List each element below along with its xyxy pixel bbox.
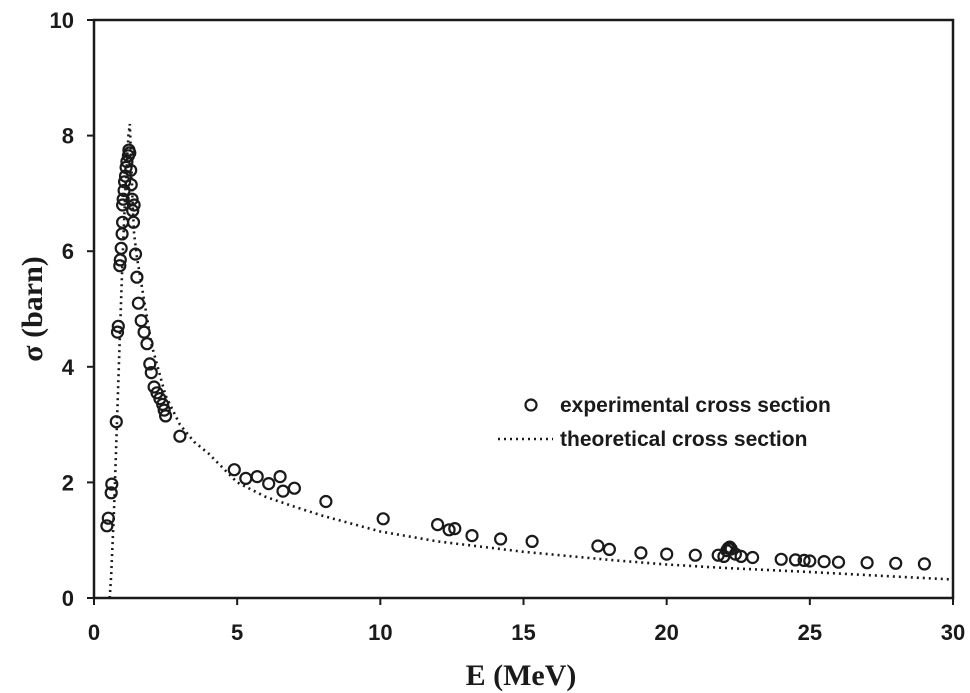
experimental-point <box>110 325 125 339</box>
y-tick-label: 4 <box>62 355 75 380</box>
experimental-point <box>156 397 170 411</box>
experimental-point <box>889 556 903 570</box>
experimental-point <box>745 550 760 565</box>
legend-label-theoretical: theoretical cross section <box>560 428 807 451</box>
x-tick-label: 15 <box>511 620 535 645</box>
x-tick-label: 30 <box>941 620 965 645</box>
experimental-point <box>157 403 171 417</box>
experimental-point <box>525 534 539 549</box>
experimental-point <box>803 554 817 568</box>
x-axis-title: E (MeV) <box>466 659 577 692</box>
x-tick-label: 20 <box>654 620 678 645</box>
experimental-point <box>101 511 115 525</box>
experimental-point <box>250 470 264 484</box>
experimental-point <box>276 484 290 498</box>
experimental-point <box>117 175 132 189</box>
y-tick-label: 0 <box>62 586 74 611</box>
experimental-point <box>114 241 128 255</box>
experimental-point <box>448 521 462 536</box>
experimental-point <box>159 409 173 423</box>
experimental-point <box>131 296 145 310</box>
experimental-point <box>144 366 158 380</box>
experimental-point <box>126 215 141 229</box>
experimental-point <box>115 227 129 241</box>
experimental-point <box>797 553 811 568</box>
experimental-point <box>774 552 788 566</box>
experimental-point <box>917 557 932 571</box>
experimental-point <box>104 486 118 500</box>
experimental-point <box>860 556 874 570</box>
experimental-point <box>287 481 301 495</box>
experimental-point <box>124 163 138 177</box>
experimental-point <box>319 494 333 509</box>
experimental-point <box>376 512 390 526</box>
legend-label-experimental: experimental cross section <box>560 394 831 417</box>
x-tick-label: 5 <box>231 620 243 645</box>
y-axis: 0 2 4 6 8 10 <box>50 8 94 611</box>
experimental-point <box>634 546 648 560</box>
experimental-point <box>143 357 157 371</box>
experimental-point <box>660 547 674 561</box>
experimental-point <box>262 477 276 491</box>
experimental-point <box>100 519 114 533</box>
experimental-series <box>100 143 932 571</box>
experimental-point <box>105 477 119 491</box>
experimental-point <box>113 259 127 273</box>
x-tick-label: 25 <box>798 620 822 645</box>
experimental-point <box>831 555 846 569</box>
experimental-point <box>602 542 617 557</box>
y-tick-label: 6 <box>62 239 74 264</box>
experimental-point <box>124 178 138 192</box>
x-tick-label: 0 <box>88 620 100 645</box>
experimental-point <box>127 198 141 212</box>
experimental-point <box>688 548 702 562</box>
experimental-point <box>273 470 287 484</box>
y-tick-label: 10 <box>50 8 74 33</box>
x-axis: 0 5 10 15 20 25 30 <box>88 598 965 645</box>
legend: experimental cross section theoretical c… <box>498 394 831 451</box>
experimental-point <box>788 553 803 567</box>
experimental-point <box>465 528 479 543</box>
experimental-point <box>111 319 125 333</box>
experimental-point <box>227 463 241 477</box>
experimental-point <box>442 523 456 537</box>
experimental-point <box>239 471 253 485</box>
experimental-point <box>140 337 154 351</box>
experimental-point <box>137 325 151 339</box>
y-tick-label: 2 <box>62 470 74 495</box>
experimental-point <box>494 532 508 546</box>
experimental-point <box>123 146 137 160</box>
experimental-point <box>130 270 144 284</box>
theoretical-curve <box>108 123 954 599</box>
experimental-point <box>134 314 148 328</box>
legend-marker-experimental <box>524 398 538 412</box>
experimental-point <box>116 192 130 206</box>
experimental-point <box>109 415 123 429</box>
y-axis-title: σ (barn) <box>16 256 49 361</box>
plot-frame <box>92 18 955 600</box>
experimental-point <box>128 247 143 261</box>
y-tick-label: 8 <box>62 124 74 149</box>
theoretical-series <box>108 123 954 599</box>
plot-area <box>92 18 955 600</box>
experimental-point <box>817 554 831 569</box>
experimental-point <box>173 429 187 443</box>
experimental-point <box>591 539 605 553</box>
x-tick-label: 10 <box>368 620 392 645</box>
experimental-point <box>431 517 445 532</box>
